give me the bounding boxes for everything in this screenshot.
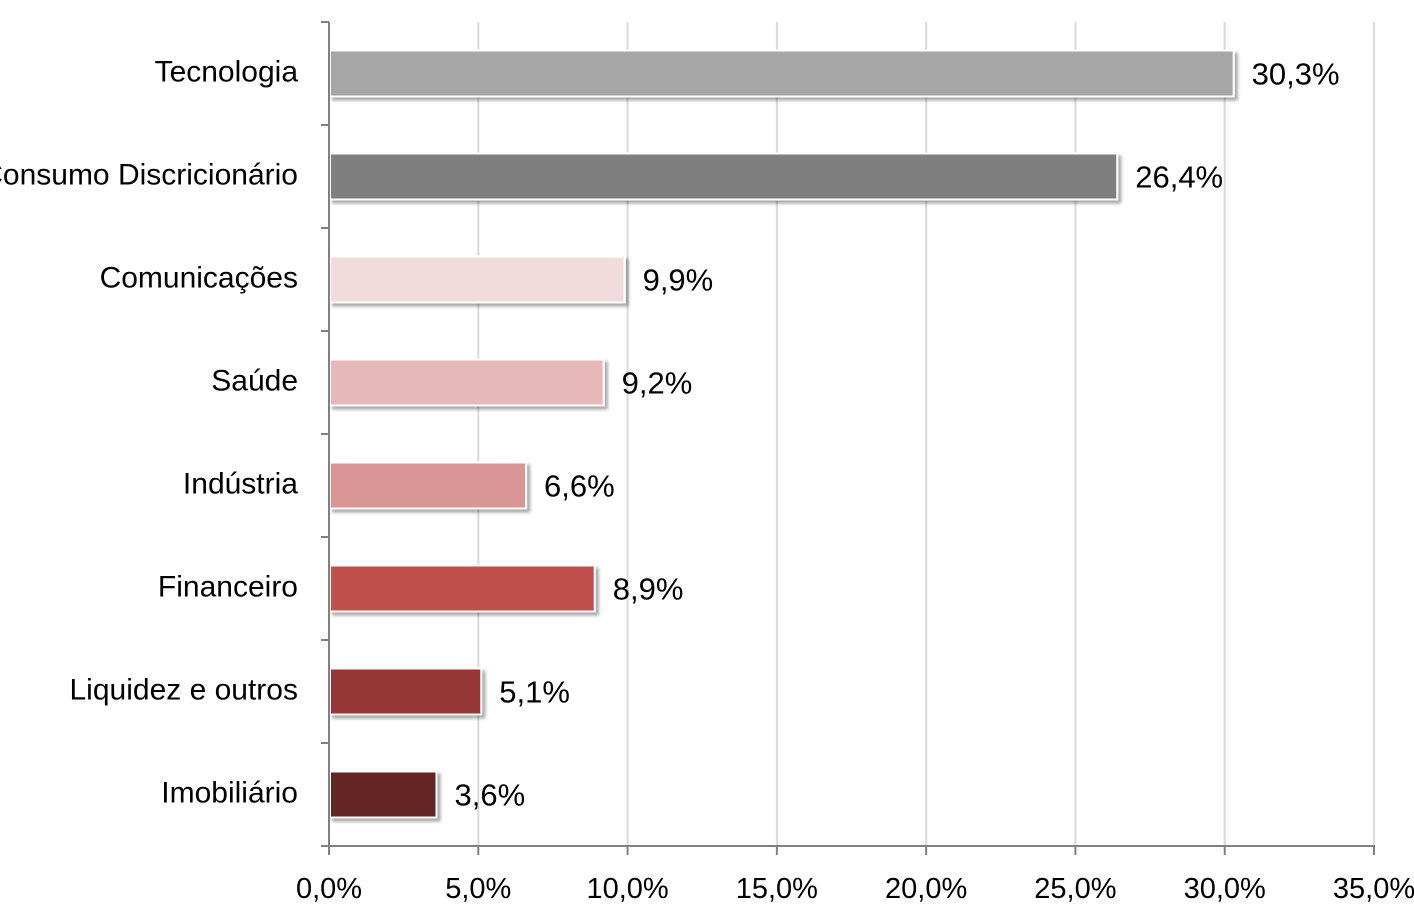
bar <box>329 564 596 613</box>
data-label: 6,6% <box>544 469 615 504</box>
category-label: Tecnologia <box>155 55 299 88</box>
category-label: Imobiliário <box>161 776 298 809</box>
category-label: Indústria <box>183 467 298 500</box>
x-tick-label: 0,0% <box>296 873 362 905</box>
data-label: 9,9% <box>643 263 714 298</box>
bar <box>329 49 1235 98</box>
data-label: 26,4% <box>1135 160 1223 195</box>
data-label: 5,1% <box>499 675 570 710</box>
data-label: 9,2% <box>622 366 693 401</box>
category-label: Comunicações <box>100 261 298 294</box>
labels: Tecnologia 30,3% Consumo Discricionário 26,… <box>0 55 1414 905</box>
x-tick-label: 30,0% <box>1184 873 1266 905</box>
x-tick-label: 10,0% <box>586 873 668 905</box>
bar <box>329 461 528 510</box>
category-label: Consumo Discricionário <box>0 158 298 191</box>
category-label: Financeiro <box>158 570 298 603</box>
data-label: 30,3% <box>1252 57 1340 92</box>
category-label: Saúde <box>211 364 298 397</box>
x-tick-label: 15,0% <box>736 873 818 905</box>
bar <box>329 152 1119 201</box>
gridlines <box>477 22 1375 846</box>
data-label: 8,9% <box>613 572 684 607</box>
x-tick-label: 35,0% <box>1333 873 1414 905</box>
x-tick-label: 25,0% <box>1034 873 1116 905</box>
bar <box>329 667 483 716</box>
category-label: Liquidez e outros <box>70 673 299 706</box>
bar <box>329 770 438 819</box>
x-tick-label: 20,0% <box>885 873 967 905</box>
axes <box>321 21 1375 855</box>
bars <box>329 49 1235 819</box>
x-tick-label: 5,0% <box>445 873 511 905</box>
bar <box>329 255 626 304</box>
bar <box>329 358 605 407</box>
data-label: 3,6% <box>454 778 525 813</box>
